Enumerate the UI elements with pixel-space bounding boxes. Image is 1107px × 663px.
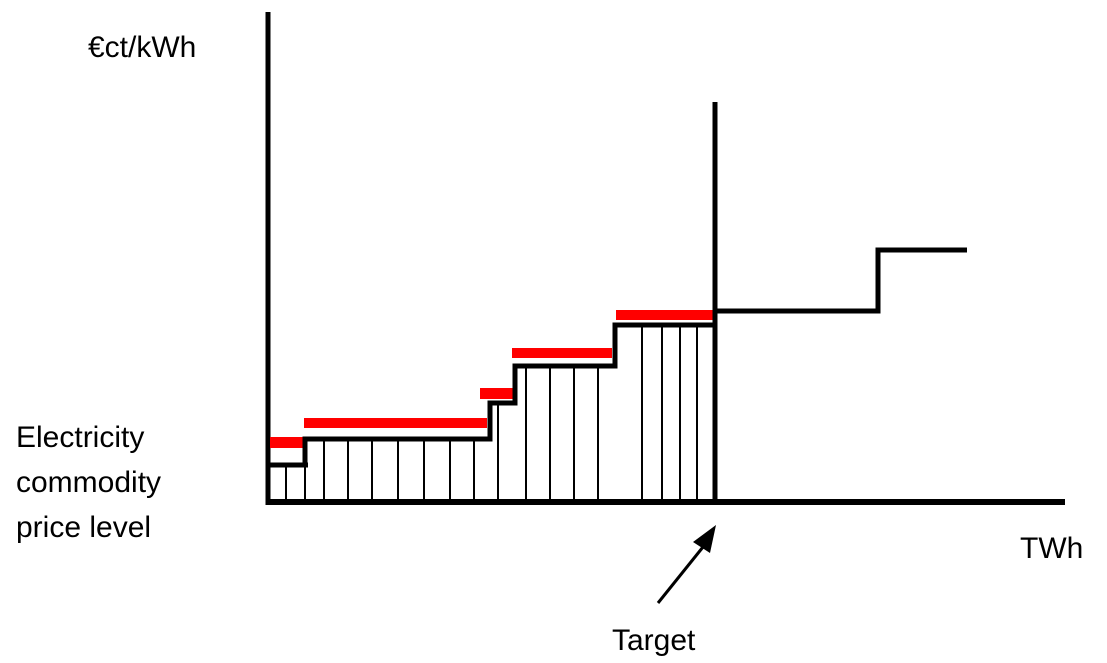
- highlight-bar-4: [512, 348, 612, 358]
- arrow-shaft: [656, 541, 709, 604]
- target-label: Target: [612, 624, 696, 657]
- baseline-label-line-3: price level: [16, 511, 151, 544]
- axes: [265, 12, 1065, 505]
- highlight-bar-1: [270, 437, 306, 448]
- x-axis-unit-label: TWh: [1020, 532, 1083, 565]
- y-axis-unit-label: €ct/kWh: [88, 31, 196, 64]
- highlight-bar-3: [480, 388, 515, 399]
- baseline-label-line-2: commodity: [16, 466, 161, 499]
- highlight-bars: [270, 310, 713, 448]
- target-arrow: [656, 525, 716, 604]
- arrow-head: [693, 525, 716, 553]
- highlight-bar-2: [304, 418, 487, 428]
- supply-curve-extension: [715, 247, 967, 314]
- hatched-area: [285, 325, 698, 502]
- baseline-label-line-1: Electricity: [16, 421, 144, 454]
- highlight-bar-5: [616, 310, 713, 320]
- supply-curve-step: [268, 322, 715, 468]
